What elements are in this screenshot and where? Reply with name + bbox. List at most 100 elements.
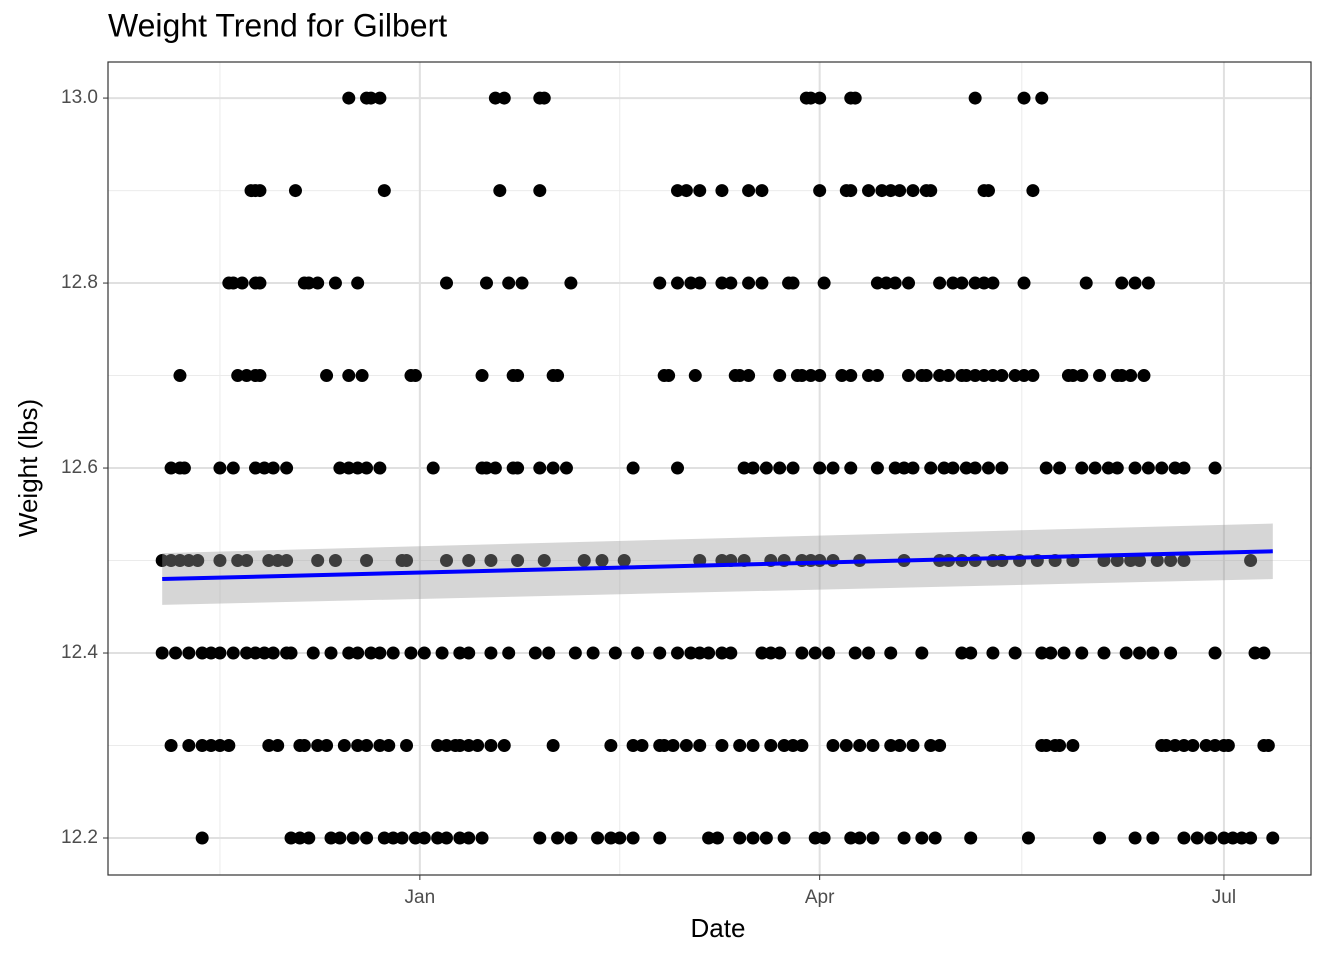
point [653, 276, 667, 290]
point [475, 369, 489, 383]
point [968, 461, 982, 475]
point [262, 554, 276, 568]
point [937, 461, 951, 475]
point [902, 369, 916, 383]
point [715, 276, 729, 290]
point [266, 461, 280, 475]
point [733, 369, 747, 383]
point [742, 184, 756, 198]
point [511, 554, 525, 568]
point [191, 554, 205, 568]
point [928, 831, 942, 845]
point [1155, 461, 1169, 475]
point [182, 646, 196, 660]
point [919, 369, 933, 383]
point [1057, 646, 1071, 660]
point [959, 461, 973, 475]
point [755, 646, 769, 660]
point [1190, 831, 1204, 845]
point [213, 739, 227, 753]
point [271, 739, 285, 753]
point [733, 831, 747, 845]
point [1053, 461, 1067, 475]
point [844, 831, 858, 845]
point [404, 646, 418, 660]
point [373, 739, 387, 753]
point [528, 646, 542, 660]
point [546, 461, 560, 475]
point [155, 646, 169, 660]
point [1208, 646, 1222, 660]
point [715, 739, 729, 753]
point [591, 831, 605, 845]
point [568, 646, 582, 660]
point [497, 91, 511, 105]
point [759, 461, 773, 475]
y-tick-label: 12.4 [61, 642, 98, 663]
point [373, 461, 387, 475]
point [1093, 831, 1107, 845]
point [400, 554, 414, 568]
point [164, 461, 178, 475]
point [351, 646, 365, 660]
point [604, 739, 618, 753]
point [804, 91, 818, 105]
point [351, 276, 365, 290]
point [377, 184, 391, 198]
point [777, 831, 791, 845]
point [715, 646, 729, 660]
point [1079, 276, 1093, 290]
point [875, 184, 889, 198]
point [897, 461, 911, 475]
point [964, 831, 978, 845]
point [853, 739, 867, 753]
point [733, 739, 747, 753]
point [213, 646, 227, 660]
point [1101, 461, 1115, 475]
point [204, 739, 218, 753]
point [1204, 831, 1218, 845]
point [924, 184, 938, 198]
point [1164, 554, 1178, 568]
point [764, 739, 778, 753]
point [360, 831, 374, 845]
point [1217, 831, 1231, 845]
point [1146, 646, 1160, 660]
point [462, 739, 476, 753]
point [1226, 831, 1240, 845]
point [817, 831, 831, 845]
point [724, 276, 738, 290]
point [257, 646, 271, 660]
point [479, 461, 493, 475]
point [604, 831, 618, 845]
point [564, 276, 578, 290]
point [164, 554, 178, 568]
point [195, 646, 209, 660]
point [755, 184, 769, 198]
point [440, 739, 454, 753]
point [1093, 369, 1107, 383]
point [933, 369, 947, 383]
point [693, 739, 707, 753]
point [355, 369, 369, 383]
point [586, 646, 600, 660]
point [1266, 831, 1280, 845]
point [515, 276, 529, 290]
point [893, 739, 907, 753]
point [968, 369, 982, 383]
point [302, 831, 316, 845]
point [773, 646, 787, 660]
point [1133, 554, 1147, 568]
point [551, 369, 565, 383]
point [257, 461, 271, 475]
point [284, 646, 298, 660]
point [395, 831, 409, 845]
point [493, 184, 507, 198]
point [302, 276, 316, 290]
point [822, 646, 836, 660]
point [693, 276, 707, 290]
point [484, 554, 498, 568]
point [710, 831, 724, 845]
point [795, 369, 809, 383]
point [986, 276, 1000, 290]
